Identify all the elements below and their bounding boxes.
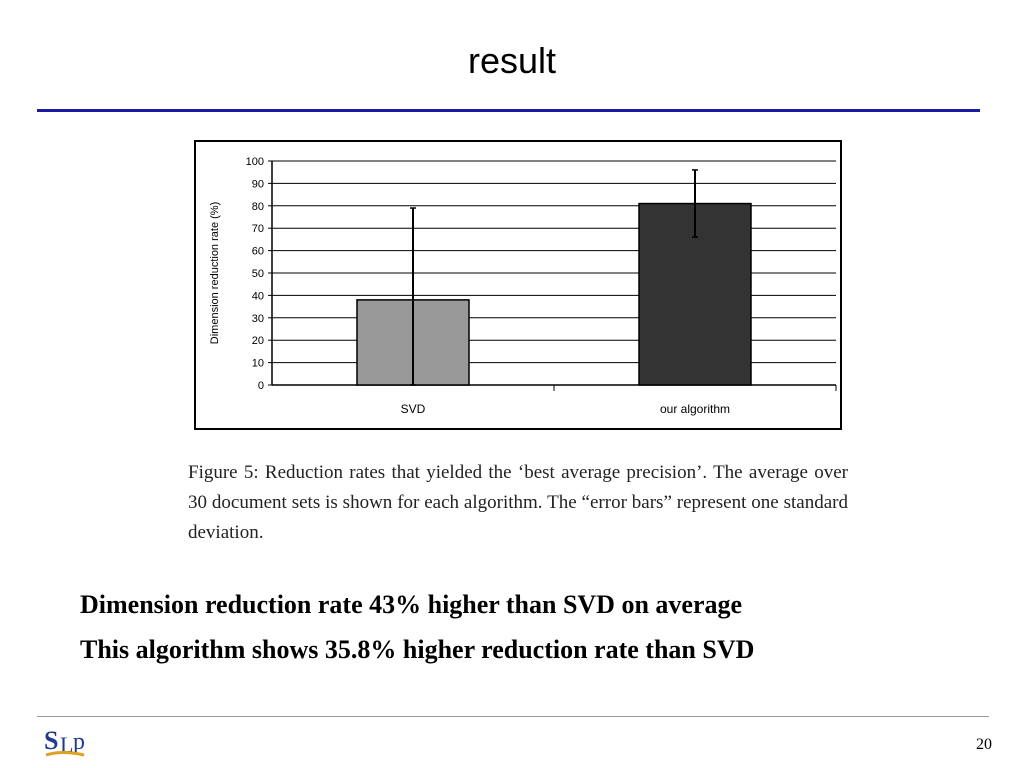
slp-logo: S L p <box>40 722 96 767</box>
y-tick-label: 100 <box>246 156 264 168</box>
footer-divider <box>37 716 989 717</box>
title-divider <box>37 109 980 112</box>
figure-caption: Figure 5: Reduction rates that yielded t… <box>188 462 848 543</box>
y-tick-label: 90 <box>252 178 264 190</box>
chart-frame: 0 10 20 30 40 50 60 70 80 90 100 SVD our algorithm Di… <box>194 140 842 430</box>
slide-title: result <box>467 40 557 81</box>
x-category-label: SVD <box>401 402 426 416</box>
y-tick-label: 70 <box>252 223 264 235</box>
y-tick-label: 10 <box>252 358 264 370</box>
y-axis-label: Dimension reduction rate (%) <box>209 202 221 344</box>
svg-text:p: p <box>73 729 85 755</box>
y-tick-label: 50 <box>252 268 264 280</box>
y-tick-label: 0 <box>258 380 264 392</box>
y-tick-label: 40 <box>252 290 264 302</box>
y-tick-label: 80 <box>252 201 264 213</box>
y-tick-label: 60 <box>252 246 264 258</box>
summary-line-2: This algorithm shows 35.8% higher reduct… <box>80 635 755 664</box>
page-number: 20 <box>976 736 992 753</box>
summary-line-1: Dimension reduction rate 43% higher than… <box>80 590 743 619</box>
bar-chart: 0 10 20 30 40 50 60 70 80 90 100 SVD our algorithm Di… <box>209 156 837 416</box>
y-tick-label: 20 <box>252 335 264 347</box>
svg-text:S: S <box>44 726 58 755</box>
svg-text:L: L <box>60 732 73 757</box>
y-tick-label: 30 <box>252 313 264 325</box>
x-category-label: our algorithm <box>660 402 730 416</box>
